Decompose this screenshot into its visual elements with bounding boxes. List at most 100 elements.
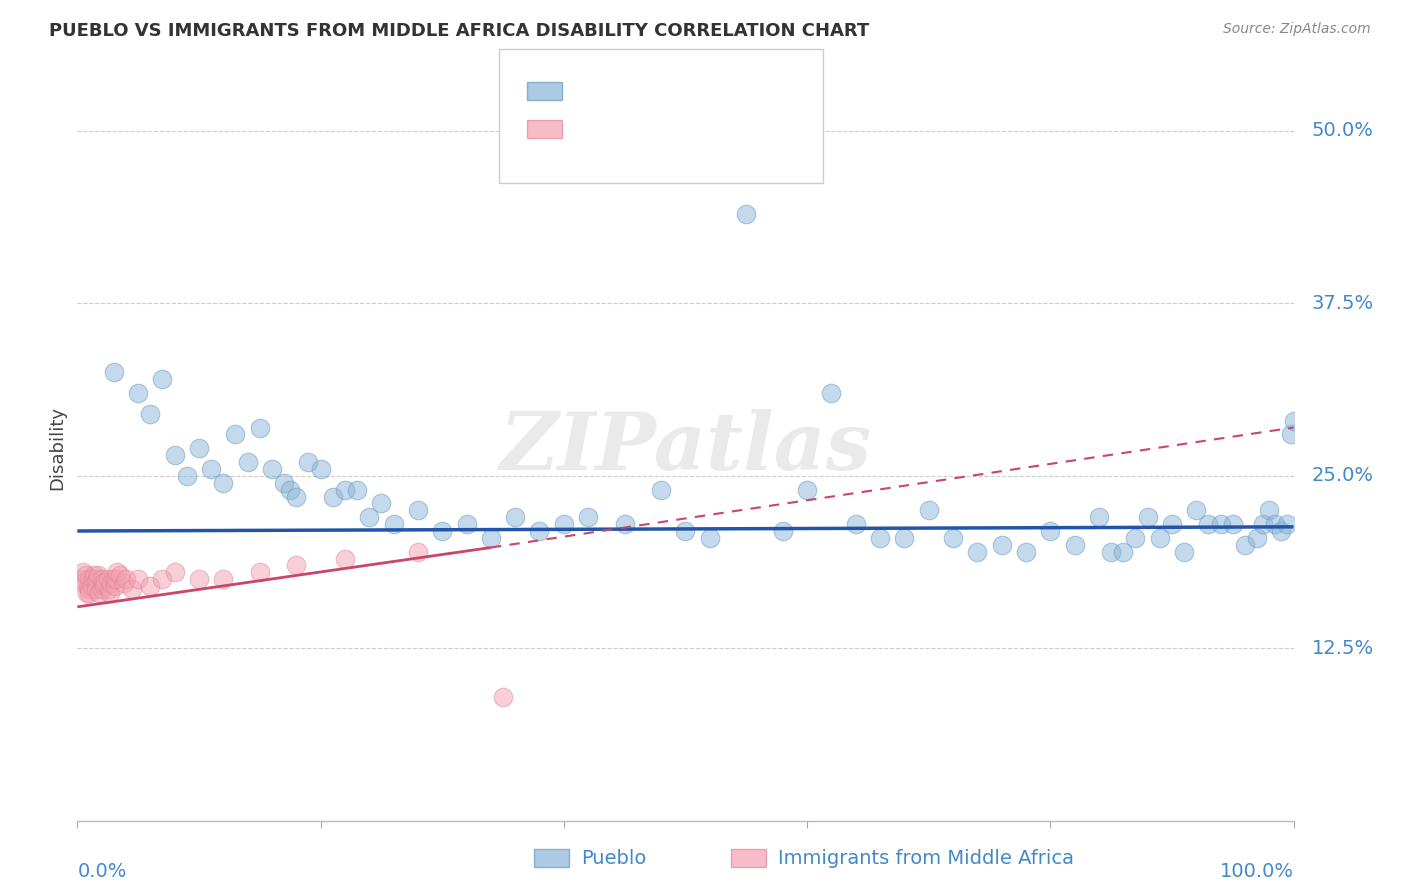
Point bbox=[86, 572, 108, 586]
Point bbox=[1222, 517, 1244, 532]
Point bbox=[1088, 510, 1111, 524]
Point bbox=[1251, 517, 1274, 532]
Point bbox=[249, 566, 271, 580]
Point bbox=[212, 475, 235, 490]
Point bbox=[1246, 531, 1268, 545]
Point bbox=[869, 531, 891, 545]
Point bbox=[1279, 427, 1302, 442]
Point bbox=[82, 572, 104, 586]
Point bbox=[1282, 414, 1305, 428]
Text: 100.0%: 100.0% bbox=[1219, 862, 1294, 880]
Point bbox=[93, 579, 115, 593]
Point bbox=[735, 207, 758, 221]
Point bbox=[94, 574, 117, 589]
Point bbox=[333, 551, 356, 566]
Point bbox=[77, 579, 100, 593]
Point bbox=[1099, 544, 1122, 558]
Point bbox=[675, 524, 697, 538]
Point bbox=[966, 544, 988, 558]
Point bbox=[90, 582, 112, 596]
Point bbox=[796, 483, 818, 497]
Point bbox=[893, 531, 915, 545]
Text: PUEBLO VS IMMIGRANTS FROM MIDDLE AFRICA DISABILITY CORRELATION CHART: PUEBLO VS IMMIGRANTS FROM MIDDLE AFRICA … bbox=[49, 22, 869, 40]
Point bbox=[273, 475, 295, 490]
Point bbox=[382, 517, 405, 532]
Point bbox=[529, 524, 551, 538]
Point bbox=[224, 427, 246, 442]
Point bbox=[115, 572, 138, 586]
Point bbox=[104, 579, 127, 593]
Point bbox=[553, 517, 575, 532]
Point bbox=[76, 586, 98, 600]
Point bbox=[79, 586, 101, 600]
Point bbox=[200, 462, 222, 476]
Point bbox=[370, 496, 392, 510]
Point bbox=[285, 490, 308, 504]
Point bbox=[112, 576, 135, 591]
Point bbox=[163, 566, 186, 580]
Point bbox=[70, 572, 93, 586]
Point bbox=[479, 531, 502, 545]
Point bbox=[107, 566, 129, 580]
Point bbox=[79, 582, 101, 596]
Point bbox=[359, 510, 381, 524]
Point bbox=[98, 586, 121, 600]
Point bbox=[699, 531, 721, 545]
Text: Pueblo: Pueblo bbox=[581, 848, 645, 868]
Point bbox=[1125, 531, 1147, 545]
Text: R = 0.263   N = 45: R = 0.263 N = 45 bbox=[576, 120, 762, 139]
Point bbox=[820, 386, 842, 401]
Point bbox=[89, 586, 111, 600]
Point bbox=[97, 572, 120, 586]
Point bbox=[1185, 503, 1208, 517]
Point bbox=[103, 365, 125, 379]
Point bbox=[613, 517, 636, 532]
Point bbox=[84, 574, 107, 589]
Point bbox=[83, 568, 105, 582]
Text: ZIPatlas: ZIPatlas bbox=[499, 409, 872, 487]
Point bbox=[1136, 510, 1159, 524]
Point bbox=[97, 582, 120, 596]
Point bbox=[1270, 524, 1292, 538]
Point bbox=[990, 538, 1012, 552]
Point bbox=[105, 572, 128, 586]
Point bbox=[430, 524, 453, 538]
Point bbox=[406, 544, 429, 558]
Point bbox=[236, 455, 259, 469]
Point bbox=[1173, 544, 1195, 558]
Point bbox=[1258, 503, 1281, 517]
Point bbox=[942, 531, 965, 545]
Text: 12.5%: 12.5% bbox=[1312, 639, 1374, 657]
Point bbox=[1264, 517, 1286, 532]
Point bbox=[80, 579, 103, 593]
Point bbox=[1149, 531, 1171, 545]
Point bbox=[212, 572, 235, 586]
Point bbox=[346, 483, 368, 497]
Point bbox=[1233, 538, 1256, 552]
Point bbox=[845, 517, 868, 532]
Point bbox=[121, 582, 143, 596]
Point bbox=[75, 568, 97, 582]
Text: Source: ZipAtlas.com: Source: ZipAtlas.com bbox=[1223, 22, 1371, 37]
Text: 25.0%: 25.0% bbox=[1312, 467, 1374, 485]
Point bbox=[139, 579, 162, 593]
Point bbox=[492, 690, 515, 704]
Point bbox=[1277, 517, 1299, 532]
Point bbox=[650, 483, 672, 497]
Y-axis label: Disability: Disability bbox=[48, 406, 66, 491]
Point bbox=[72, 566, 94, 580]
Point bbox=[84, 582, 107, 596]
Point bbox=[87, 568, 110, 582]
Point bbox=[503, 510, 526, 524]
Point bbox=[103, 572, 125, 586]
Point bbox=[72, 576, 94, 591]
Point bbox=[100, 576, 122, 591]
Point bbox=[1197, 517, 1219, 532]
Point bbox=[79, 572, 101, 586]
Point bbox=[1209, 517, 1232, 532]
Point bbox=[285, 558, 308, 573]
Point bbox=[576, 510, 599, 524]
Point bbox=[406, 503, 429, 517]
Point bbox=[1015, 544, 1038, 558]
Point bbox=[108, 568, 131, 582]
